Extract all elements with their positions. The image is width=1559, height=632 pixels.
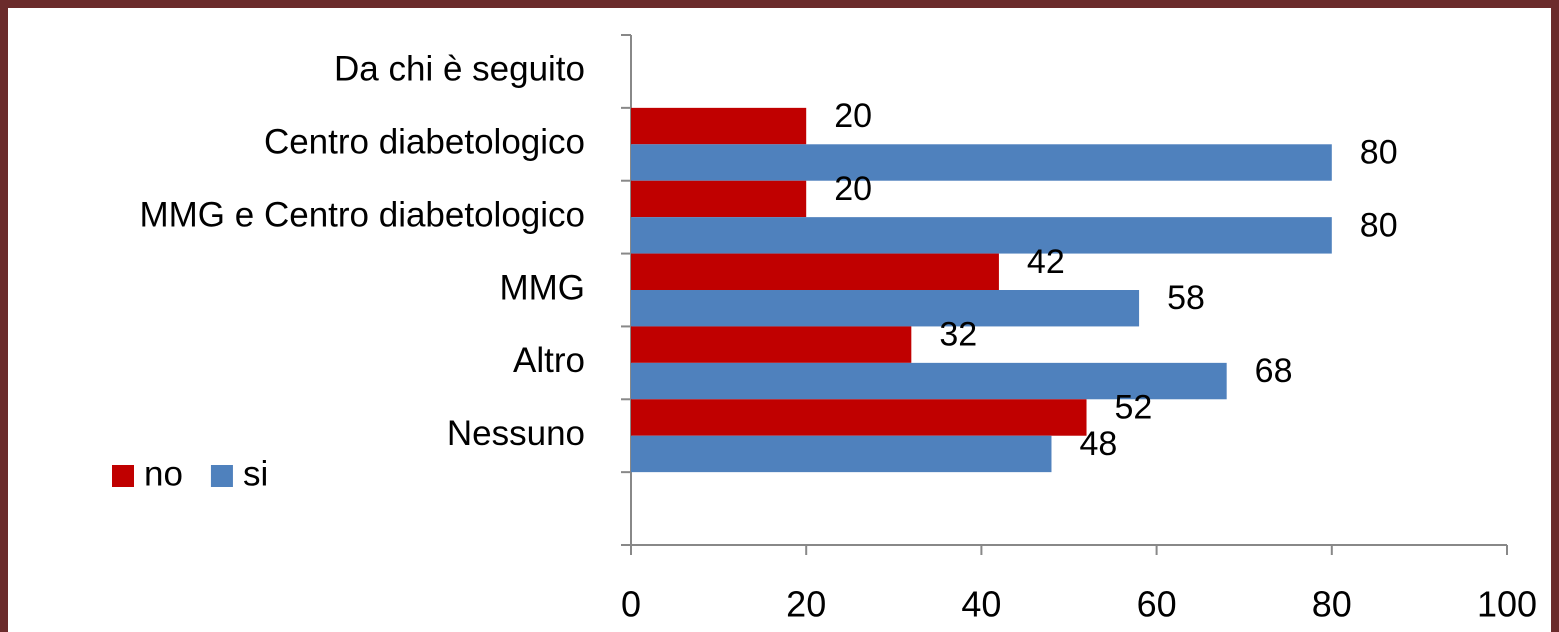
x-tick-label: 0 [621,584,641,625]
legend-swatch [112,465,134,487]
value-label: 52 [1115,388,1153,426]
x-tick-label: 60 [1137,584,1177,625]
legend-swatch [210,465,233,487]
x-tick-label: 40 [961,584,1001,625]
value-label: 68 [1255,352,1293,390]
value-label: 48 [1079,425,1117,463]
value-label: 20 [834,170,872,208]
x-tick-label: 80 [1312,584,1352,625]
value-label: 32 [939,316,977,354]
x-tick-label: 20 [786,584,826,625]
value-label: 58 [1167,279,1205,317]
x-tick-label: 100 [1477,584,1537,625]
value-label: 80 [1360,133,1398,171]
y-tick-label: MMG e Centro diabetologico [140,195,586,234]
bar [631,362,1227,400]
bar [631,399,1087,436]
y-tick-label: Centro diabetologico [264,123,585,162]
bar [631,290,1140,327]
y-tick-label: Altro [513,341,585,380]
y-tick-label: MMG [499,268,585,307]
legend-label: si [243,454,268,493]
y-tick-label: Da chi è seguito [334,50,585,89]
bar [631,180,807,218]
value-label: 42 [1027,243,1065,281]
bar [631,326,912,363]
bar [631,107,807,145]
bar [631,435,1052,473]
value-label: 80 [1360,206,1398,244]
bar [631,144,1332,181]
legend-label: no [144,454,183,493]
y-tick-label: Nessuno [447,414,585,453]
bar [631,253,999,290]
bar [631,217,1332,254]
value-label: 20 [834,97,872,135]
